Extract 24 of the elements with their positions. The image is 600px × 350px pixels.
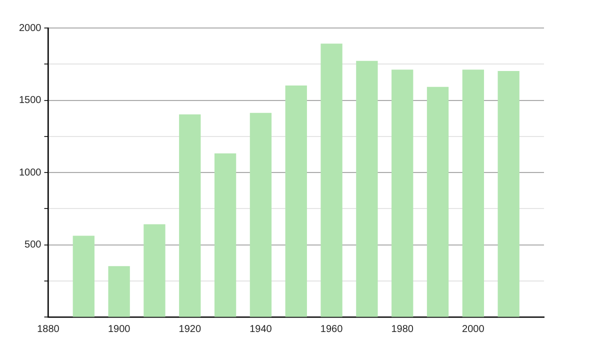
y-tick-label: 1000 bbox=[18, 167, 42, 178]
x-tick-label: 1920 bbox=[178, 324, 202, 335]
bar bbox=[392, 70, 414, 317]
bar bbox=[285, 85, 307, 317]
x-tick-label: 1980 bbox=[391, 324, 414, 335]
bar bbox=[179, 114, 201, 317]
bar bbox=[144, 224, 166, 317]
bar bbox=[214, 153, 236, 317]
x-tick-label: 1900 bbox=[108, 324, 131, 335]
bar bbox=[498, 71, 520, 317]
y-tick-label: 1500 bbox=[18, 95, 42, 106]
x-tick-label: 1960 bbox=[320, 324, 344, 335]
bar bbox=[108, 266, 130, 317]
bar bbox=[250, 112, 272, 317]
bar bbox=[356, 60, 378, 317]
x-tick-label: 1880 bbox=[37, 324, 60, 335]
y-tick-label: 500 bbox=[24, 240, 42, 250]
bar bbox=[462, 70, 484, 317]
x-tick-label: 1940 bbox=[250, 324, 272, 335]
bar bbox=[426, 86, 449, 317]
bar bbox=[320, 44, 342, 317]
bar bbox=[72, 236, 94, 317]
y-tick-label: 2000 bbox=[18, 22, 42, 34]
x-tick-label: 2000 bbox=[462, 324, 485, 335]
